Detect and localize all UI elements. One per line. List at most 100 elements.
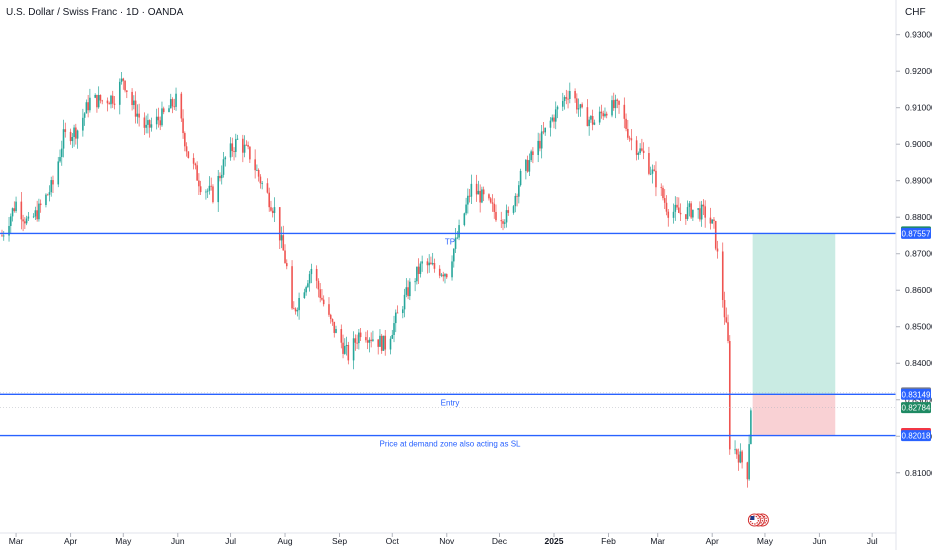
- candle-body: [679, 212, 682, 215]
- candle-body: [565, 97, 568, 99]
- candle-body: [224, 157, 227, 160]
- candle-body: [168, 108, 170, 113]
- candle-body: [32, 216, 35, 218]
- x-tick-label: Jul: [867, 536, 878, 546]
- candle-body: [556, 106, 559, 110]
- candle-body: [280, 235, 283, 241]
- candle-body: [746, 462, 749, 480]
- candle-body: [431, 263, 434, 265]
- candle-body: [539, 140, 541, 149]
- candle-body: [428, 262, 430, 266]
- candle-body: [45, 194, 47, 206]
- candle-body: [322, 299, 325, 305]
- candle-body: [714, 220, 717, 249]
- candle-body: [315, 268, 318, 281]
- candle-body: [60, 148, 63, 158]
- flag-canton: [750, 516, 755, 520]
- price-badge-label: 0.82018: [902, 432, 931, 441]
- candle-body: [180, 93, 183, 119]
- candle-body: [94, 94, 96, 98]
- candle-body: [69, 131, 72, 142]
- candle-body: [305, 287, 307, 293]
- candle-body: [591, 116, 594, 125]
- candle-body: [518, 185, 520, 197]
- candle-body: [99, 94, 102, 101]
- candle-body: [748, 444, 750, 480]
- candle-body: [402, 309, 404, 314]
- candle-body: [569, 91, 571, 99]
- candle-body: [131, 91, 133, 106]
- candle-body: [470, 183, 473, 197]
- candle-body: [101, 100, 104, 102]
- candle-body: [403, 294, 406, 310]
- candle-body: [739, 451, 742, 463]
- candle-body: [284, 250, 286, 264]
- candle-body: [365, 337, 367, 341]
- candle-body: [741, 451, 743, 463]
- candle-body: [389, 338, 392, 350]
- candle-body: [319, 289, 321, 298]
- candle-body: [150, 124, 153, 128]
- candle-body: [379, 335, 381, 347]
- candle-body: [750, 410, 752, 445]
- candle-body: [182, 118, 184, 134]
- candle-body: [407, 287, 409, 297]
- position-zones: [752, 233, 836, 436]
- candle-body: [245, 144, 248, 146]
- candle-body: [243, 144, 246, 153]
- candle-body: [604, 113, 606, 117]
- candle-body: [394, 312, 397, 324]
- candle-body: [612, 100, 615, 109]
- candle-body: [581, 104, 583, 108]
- price-badges: 0.875970.875570.831890.831490.827840.820…: [901, 226, 931, 442]
- candle-body: [199, 186, 202, 193]
- level-label: Entry: [441, 398, 460, 407]
- candle-body: [145, 124, 147, 128]
- candle-body: [700, 204, 703, 220]
- x-tick-label: Aug: [277, 536, 292, 546]
- time-axis[interactable]: Mar Apr May Jun Jul Aug Sep Oct Nov Dec 2025 Feb Mar…: [9, 533, 878, 546]
- candle-body: [648, 153, 650, 174]
- candle-body: [210, 185, 212, 187]
- candle-body: [291, 266, 293, 309]
- candle-body: [468, 195, 471, 197]
- candle-body: [481, 189, 483, 203]
- candle-body: [307, 283, 309, 288]
- candle-body: [124, 80, 126, 91]
- candle-body: [713, 219, 715, 221]
- candle-body: [405, 287, 408, 295]
- candle-body: [205, 191, 207, 193]
- x-tick-label: Jun: [813, 536, 827, 546]
- candle-body: [417, 266, 420, 274]
- candle-body: [662, 187, 664, 199]
- candle-body: [514, 195, 517, 207]
- x-tick-label: Sep: [332, 536, 347, 546]
- candle-body: [39, 203, 42, 206]
- candle-body: [576, 98, 578, 110]
- candle-body: [672, 211, 675, 218]
- chart-title: U.S. Dollar / Swiss Franc · 1D · OANDA: [6, 7, 184, 18]
- candle-body: [641, 148, 643, 151]
- candle-body: [25, 218, 28, 224]
- flag-marker[interactable]: [747, 513, 769, 527]
- x-tick-label: Apr: [64, 536, 77, 546]
- candle-body: [34, 210, 37, 217]
- candle-body: [273, 207, 276, 214]
- candle-body: [630, 138, 633, 141]
- candle-body: [544, 127, 547, 133]
- candle-body: [380, 335, 383, 351]
- candle-body: [134, 100, 137, 117]
- candle-body: [419, 263, 422, 274]
- candle-body: [359, 332, 362, 338]
- candle-body: [736, 449, 738, 455]
- candle-body: [282, 235, 285, 251]
- candle-body: [22, 219, 24, 222]
- candle-body: [542, 131, 545, 133]
- candle-body: [185, 146, 188, 152]
- candle-body: [479, 190, 481, 203]
- candle-body: [310, 268, 313, 275]
